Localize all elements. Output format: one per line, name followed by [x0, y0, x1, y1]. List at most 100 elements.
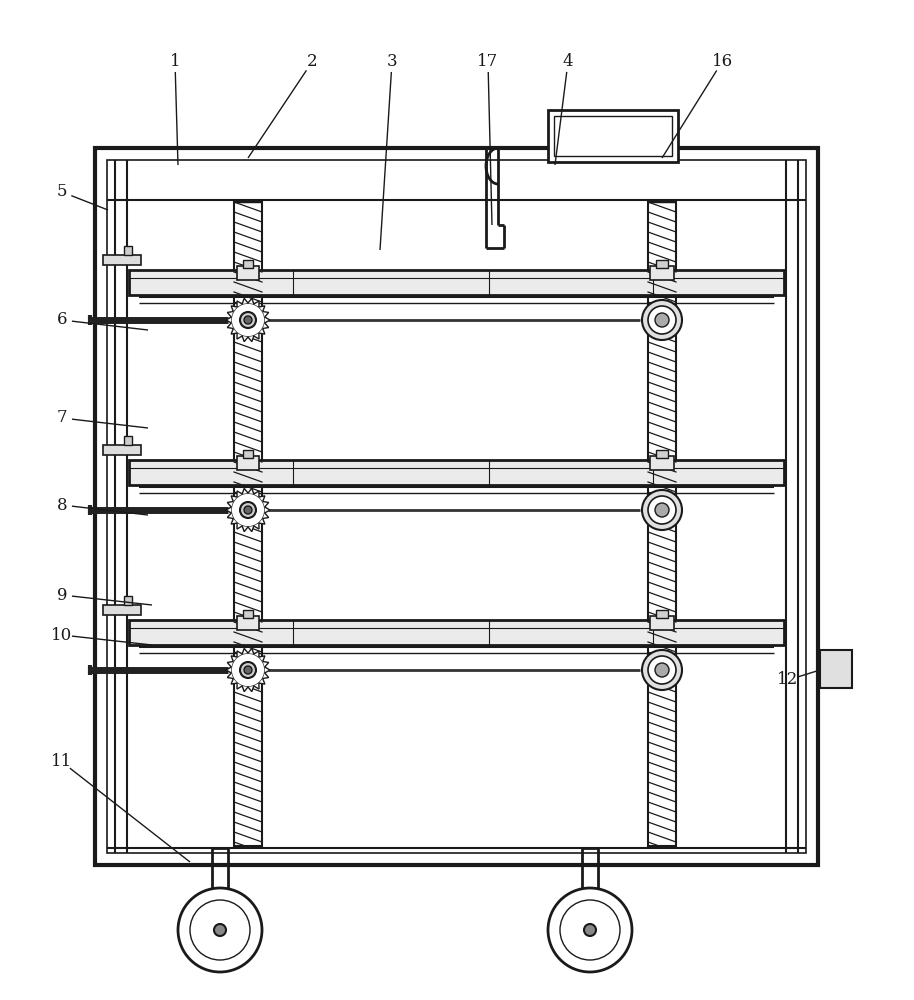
Text: 11: 11: [51, 754, 72, 770]
Bar: [548, 110, 678, 162]
Bar: [103, 445, 141, 455]
Circle shape: [642, 650, 682, 690]
Text: 12: 12: [778, 672, 799, 688]
Polygon shape: [248, 648, 254, 654]
Polygon shape: [248, 686, 254, 692]
Bar: [129, 460, 784, 485]
Bar: [650, 456, 674, 470]
Polygon shape: [231, 656, 237, 662]
Text: 1: 1: [170, 53, 180, 70]
Bar: [124, 436, 132, 445]
Polygon shape: [265, 667, 270, 673]
Polygon shape: [259, 496, 265, 502]
Bar: [124, 596, 132, 605]
Polygon shape: [254, 523, 259, 529]
Polygon shape: [254, 301, 259, 307]
Bar: [237, 266, 259, 280]
Bar: [237, 456, 259, 470]
Circle shape: [231, 303, 265, 337]
Bar: [650, 616, 674, 630]
Bar: [243, 610, 253, 618]
Polygon shape: [262, 662, 269, 667]
Circle shape: [240, 502, 256, 518]
Polygon shape: [259, 518, 265, 524]
Circle shape: [648, 656, 676, 684]
Circle shape: [231, 493, 265, 527]
Polygon shape: [226, 667, 231, 673]
Polygon shape: [226, 317, 231, 323]
Polygon shape: [228, 502, 233, 507]
Text: 2: 2: [307, 53, 317, 70]
Text: 9: 9: [57, 586, 68, 603]
Polygon shape: [259, 656, 265, 662]
Polygon shape: [262, 673, 269, 678]
Circle shape: [244, 316, 252, 324]
Polygon shape: [259, 678, 265, 684]
Polygon shape: [237, 333, 242, 339]
Polygon shape: [237, 523, 242, 529]
Bar: [243, 450, 253, 458]
Polygon shape: [231, 306, 237, 312]
Polygon shape: [248, 298, 254, 304]
Polygon shape: [228, 312, 233, 317]
Polygon shape: [242, 686, 248, 692]
Polygon shape: [228, 323, 233, 328]
Polygon shape: [242, 336, 248, 342]
Bar: [107, 160, 806, 853]
Polygon shape: [248, 488, 254, 494]
Polygon shape: [265, 317, 270, 323]
Polygon shape: [231, 496, 237, 502]
Polygon shape: [231, 518, 237, 524]
Polygon shape: [226, 507, 231, 513]
Polygon shape: [262, 312, 269, 317]
Polygon shape: [259, 306, 265, 312]
Circle shape: [642, 300, 682, 340]
Polygon shape: [237, 651, 242, 657]
Bar: [650, 266, 674, 280]
Text: 8: 8: [57, 496, 68, 514]
Polygon shape: [237, 683, 242, 689]
Bar: [656, 260, 668, 268]
Circle shape: [642, 490, 682, 530]
Polygon shape: [237, 491, 242, 497]
Polygon shape: [254, 683, 259, 689]
Bar: [95, 148, 818, 865]
Polygon shape: [237, 301, 242, 307]
Text: 5: 5: [57, 184, 68, 200]
Bar: [648, 202, 676, 846]
Bar: [129, 620, 784, 645]
Bar: [129, 270, 784, 295]
Polygon shape: [228, 673, 233, 678]
Polygon shape: [228, 513, 233, 518]
Bar: [103, 605, 141, 615]
Polygon shape: [262, 502, 269, 507]
Bar: [243, 260, 253, 268]
Circle shape: [655, 663, 669, 677]
Text: 17: 17: [477, 53, 499, 70]
Polygon shape: [248, 336, 254, 342]
Bar: [234, 202, 262, 846]
Text: 3: 3: [387, 53, 398, 70]
Bar: [656, 450, 668, 458]
Circle shape: [244, 666, 252, 674]
Polygon shape: [242, 298, 248, 304]
Bar: [656, 610, 668, 618]
Polygon shape: [262, 323, 269, 328]
Polygon shape: [248, 526, 254, 532]
Circle shape: [584, 924, 596, 936]
Bar: [237, 616, 259, 630]
Circle shape: [178, 888, 262, 972]
Polygon shape: [262, 513, 269, 518]
Circle shape: [648, 306, 676, 334]
Circle shape: [244, 506, 252, 514]
Polygon shape: [242, 488, 248, 494]
Polygon shape: [242, 648, 248, 654]
Circle shape: [240, 312, 256, 328]
Circle shape: [231, 653, 265, 687]
Polygon shape: [254, 651, 259, 657]
Text: 10: 10: [51, 626, 72, 644]
Text: 16: 16: [711, 53, 732, 70]
Polygon shape: [231, 328, 237, 334]
Circle shape: [648, 496, 676, 524]
Bar: [103, 255, 141, 265]
